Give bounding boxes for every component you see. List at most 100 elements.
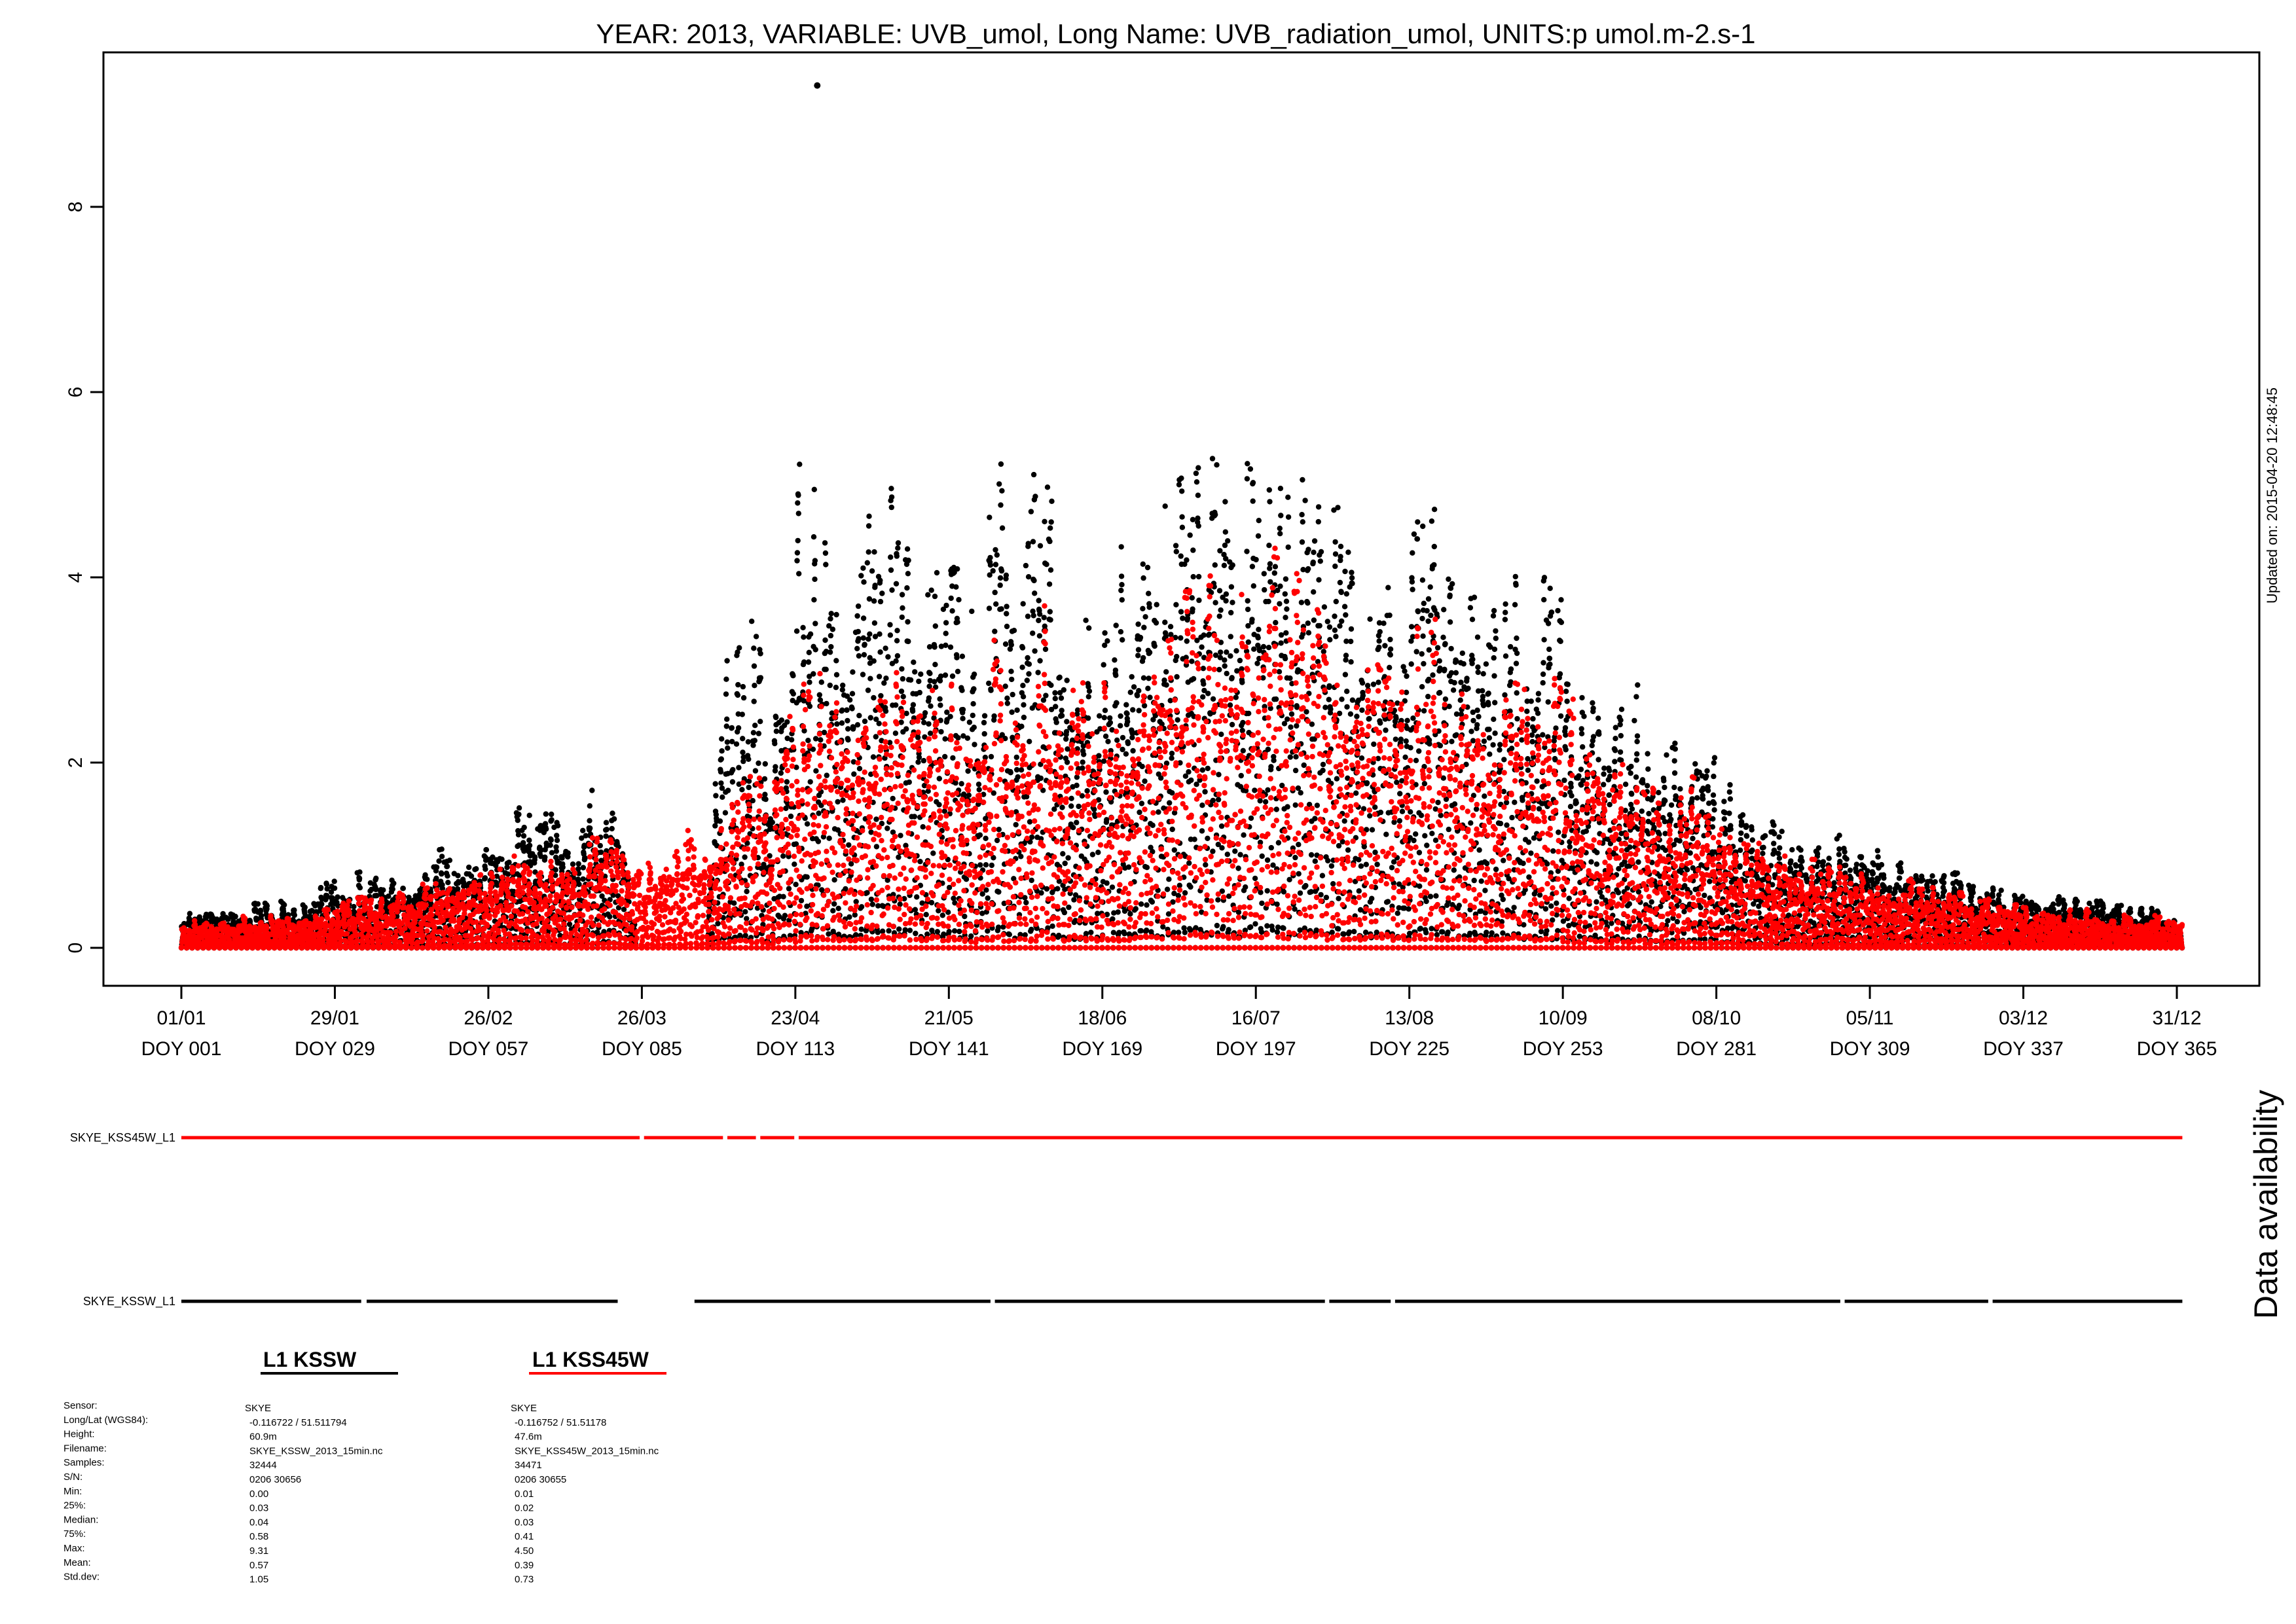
data-point: [1125, 864, 1132, 870]
data-point: [886, 928, 892, 934]
data-point: [323, 881, 330, 888]
data-point: [1406, 930, 1413, 937]
data-point: [1209, 456, 1216, 461]
data-point: [827, 649, 833, 655]
data-point: [1424, 842, 1430, 848]
data-point: [866, 523, 872, 529]
data-point: [1266, 598, 1271, 605]
data-point: [944, 709, 950, 715]
data-point: [1049, 923, 1055, 929]
data-point: [1144, 865, 1150, 871]
data-point: [1423, 867, 1430, 873]
data-point: [969, 608, 975, 615]
data-point: [729, 779, 736, 785]
data-point: [610, 810, 615, 816]
data-point: [1328, 706, 1334, 712]
data-point: [856, 653, 862, 659]
data-point: [778, 770, 784, 776]
data-point: [888, 504, 895, 511]
data-point: [1044, 886, 1050, 892]
data-point: [455, 873, 461, 878]
data-point: [1136, 708, 1142, 713]
data-point: [1037, 543, 1044, 549]
data-point: [960, 706, 966, 713]
data-point: [914, 894, 920, 900]
data-point: [1298, 790, 1303, 796]
data-point: [1161, 677, 1167, 683]
data-point: [885, 654, 891, 660]
data-point: [1225, 538, 1231, 544]
data-point: [869, 901, 876, 907]
data-point: [548, 837, 554, 843]
data-point: [1048, 682, 1054, 689]
data-point: [1199, 767, 1206, 773]
data-point: [1140, 605, 1146, 611]
data-point: [751, 645, 757, 651]
data-point: [965, 768, 971, 774]
data-point: [895, 545, 901, 551]
data-point: [1193, 470, 1199, 477]
data-point: [1004, 695, 1010, 701]
data-point: [433, 864, 440, 871]
data-point: [1131, 684, 1137, 690]
data-point: [1283, 630, 1289, 636]
data-point: [1048, 519, 1054, 525]
data-point: [1277, 531, 1283, 537]
data-point: [1381, 621, 1387, 626]
data-point: [1164, 886, 1171, 892]
data-point: [1004, 604, 1010, 609]
data-point: [1066, 904, 1072, 911]
data-point: [788, 813, 794, 820]
data-point: [834, 721, 840, 727]
data-point: [943, 602, 949, 609]
data-point: [1338, 543, 1344, 549]
data-point: [947, 644, 954, 650]
data-point: [812, 736, 819, 742]
data-point: [757, 651, 763, 657]
data-point: [1415, 609, 1421, 615]
data-point: [823, 562, 829, 568]
data-point: [735, 681, 741, 688]
data-point: [896, 854, 902, 860]
data-point: [1267, 561, 1273, 567]
data-point: [1169, 790, 1175, 796]
data-point: [1222, 499, 1228, 505]
data-point: [1035, 670, 1041, 676]
data-point: [1097, 713, 1102, 719]
data-point: [1112, 657, 1118, 663]
data-point: [977, 862, 983, 868]
data-point: [1243, 884, 1248, 890]
data-point: [862, 718, 868, 725]
data-point: [828, 616, 833, 622]
data-point: [570, 861, 576, 867]
data-point: [932, 593, 938, 600]
data-point: [1043, 693, 1049, 698]
data-point: [893, 702, 899, 708]
data-point: [1366, 715, 1372, 722]
data-point: [1103, 789, 1109, 795]
data-point: [1120, 746, 1125, 753]
data-point: [1037, 658, 1043, 664]
data-point: [888, 486, 894, 492]
data-point: [1339, 618, 1345, 624]
data-point: [1281, 925, 1286, 931]
data-point: [1337, 579, 1343, 586]
data-point: [1199, 644, 1205, 650]
data-point: [324, 893, 330, 899]
data-point: [1081, 751, 1087, 757]
data-point: [1440, 929, 1446, 935]
data-point: [937, 696, 943, 702]
data-point: [713, 793, 719, 799]
data-point: [1195, 523, 1201, 529]
data-point: [1359, 680, 1366, 686]
data-point: [1139, 801, 1145, 806]
data-point: [1351, 929, 1357, 935]
data-point: [1344, 704, 1350, 710]
data-point: [1086, 688, 1093, 695]
data-point: [966, 792, 972, 799]
data-point: [983, 862, 989, 868]
data-point: [1105, 738, 1111, 745]
data-point: [1300, 519, 1306, 525]
data-point: [1027, 819, 1033, 825]
data-point: [1285, 716, 1290, 722]
